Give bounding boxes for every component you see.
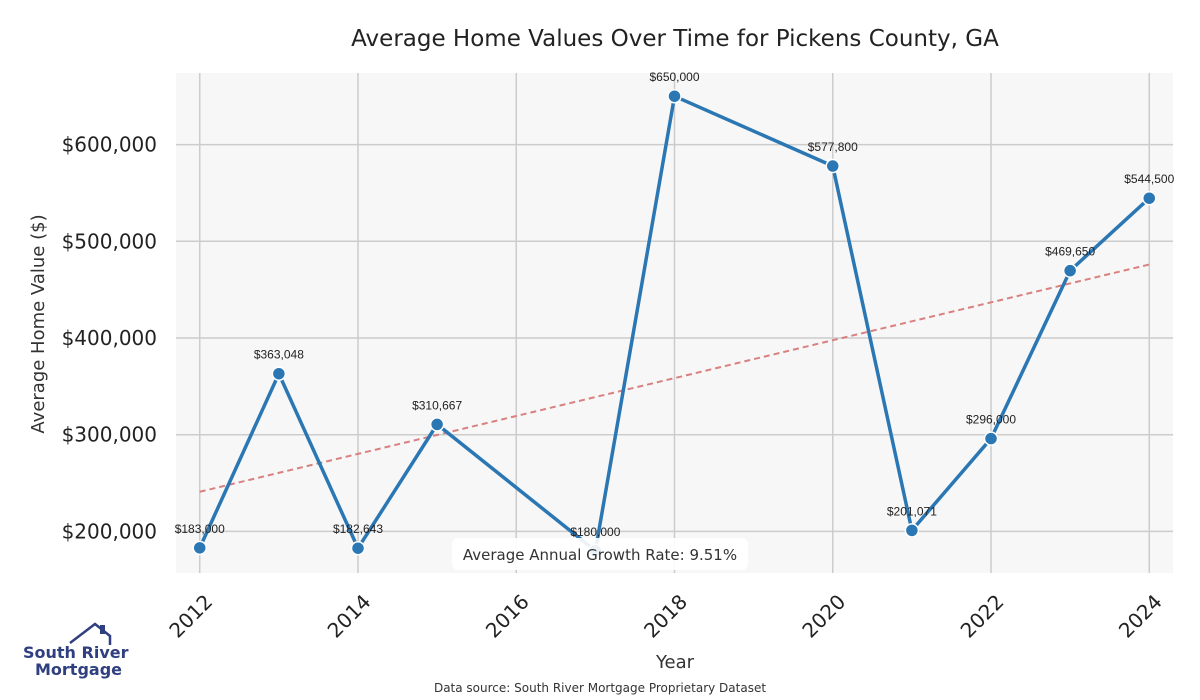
data-point bbox=[271, 366, 287, 381]
y-tick-label: $400,000 bbox=[62, 326, 157, 350]
y-tick-label: $200,000 bbox=[62, 519, 157, 543]
annotation-text: Average Annual Growth Rate: 9.51% bbox=[463, 546, 737, 564]
x-tick-label: 2024 bbox=[1114, 590, 1167, 643]
data-label: $183,000 bbox=[175, 522, 225, 536]
data-label: $310,667 bbox=[412, 398, 462, 412]
data-source-note: Data source: South River Mortgage Propri… bbox=[434, 681, 766, 695]
data-label: $650,000 bbox=[649, 70, 699, 84]
trend-line bbox=[199, 263, 1150, 493]
x-axis-label: Year bbox=[655, 652, 695, 673]
y-tick-label: $500,000 bbox=[62, 229, 157, 253]
y-tick-label: $300,000 bbox=[62, 423, 157, 447]
data-point bbox=[1062, 263, 1078, 278]
data-label: $201,071 bbox=[887, 504, 937, 518]
south-river-logo: South River Mortgage bbox=[23, 622, 129, 679]
data-label: $180,000 bbox=[570, 525, 620, 539]
x-tick-label: 2022 bbox=[956, 590, 1009, 643]
growth-rate-annotation: Average Annual Growth Rate: 9.51% bbox=[452, 538, 748, 570]
x-tick-label: 2016 bbox=[481, 590, 534, 643]
y-tick-labels: $200,000 $300,000 $400,000 $500,000 $600,000 bbox=[62, 133, 157, 544]
data-label: $363,048 bbox=[254, 348, 304, 362]
annotation-box bbox=[452, 538, 748, 570]
x-tick-label: 2014 bbox=[323, 590, 376, 643]
data-point bbox=[429, 417, 445, 432]
data-label: $296,000 bbox=[966, 413, 1016, 427]
x-tick-label: 2012 bbox=[164, 590, 217, 643]
data-point bbox=[1142, 190, 1157, 206]
data-label: $182,643 bbox=[333, 522, 383, 536]
x-tick-labels: 2012 2014 2016 2018 2020 2022 2024 bbox=[164, 590, 1166, 643]
data-point bbox=[192, 540, 207, 556]
data-point bbox=[983, 431, 999, 446]
data-labels: $183,000 $363,048 $182,643 $310,667 $180,000… bbox=[175, 70, 1175, 539]
y-axis-label: Average Home Value ($) bbox=[28, 214, 49, 433]
trendline-layer bbox=[199, 263, 1150, 493]
data-point bbox=[350, 540, 366, 556]
logo-line1: South River bbox=[23, 643, 129, 662]
grid bbox=[176, 73, 1173, 573]
logo-line2: Mortgage bbox=[35, 660, 122, 679]
x-tick-label: 2020 bbox=[797, 590, 850, 643]
data-point bbox=[825, 158, 841, 174]
data-label: $544,500 bbox=[1124, 172, 1174, 186]
series-layer bbox=[192, 88, 1157, 559]
data-label: $577,800 bbox=[808, 140, 858, 154]
data-point bbox=[904, 523, 920, 538]
chimney-icon bbox=[100, 625, 105, 634]
data-point bbox=[667, 88, 682, 104]
data-label: $469,650 bbox=[1045, 245, 1095, 259]
chart-title: Average Home Values Over Time for Picken… bbox=[351, 26, 999, 52]
x-tick-label: 2018 bbox=[639, 590, 692, 643]
y-tick-label: $600,000 bbox=[62, 133, 157, 157]
